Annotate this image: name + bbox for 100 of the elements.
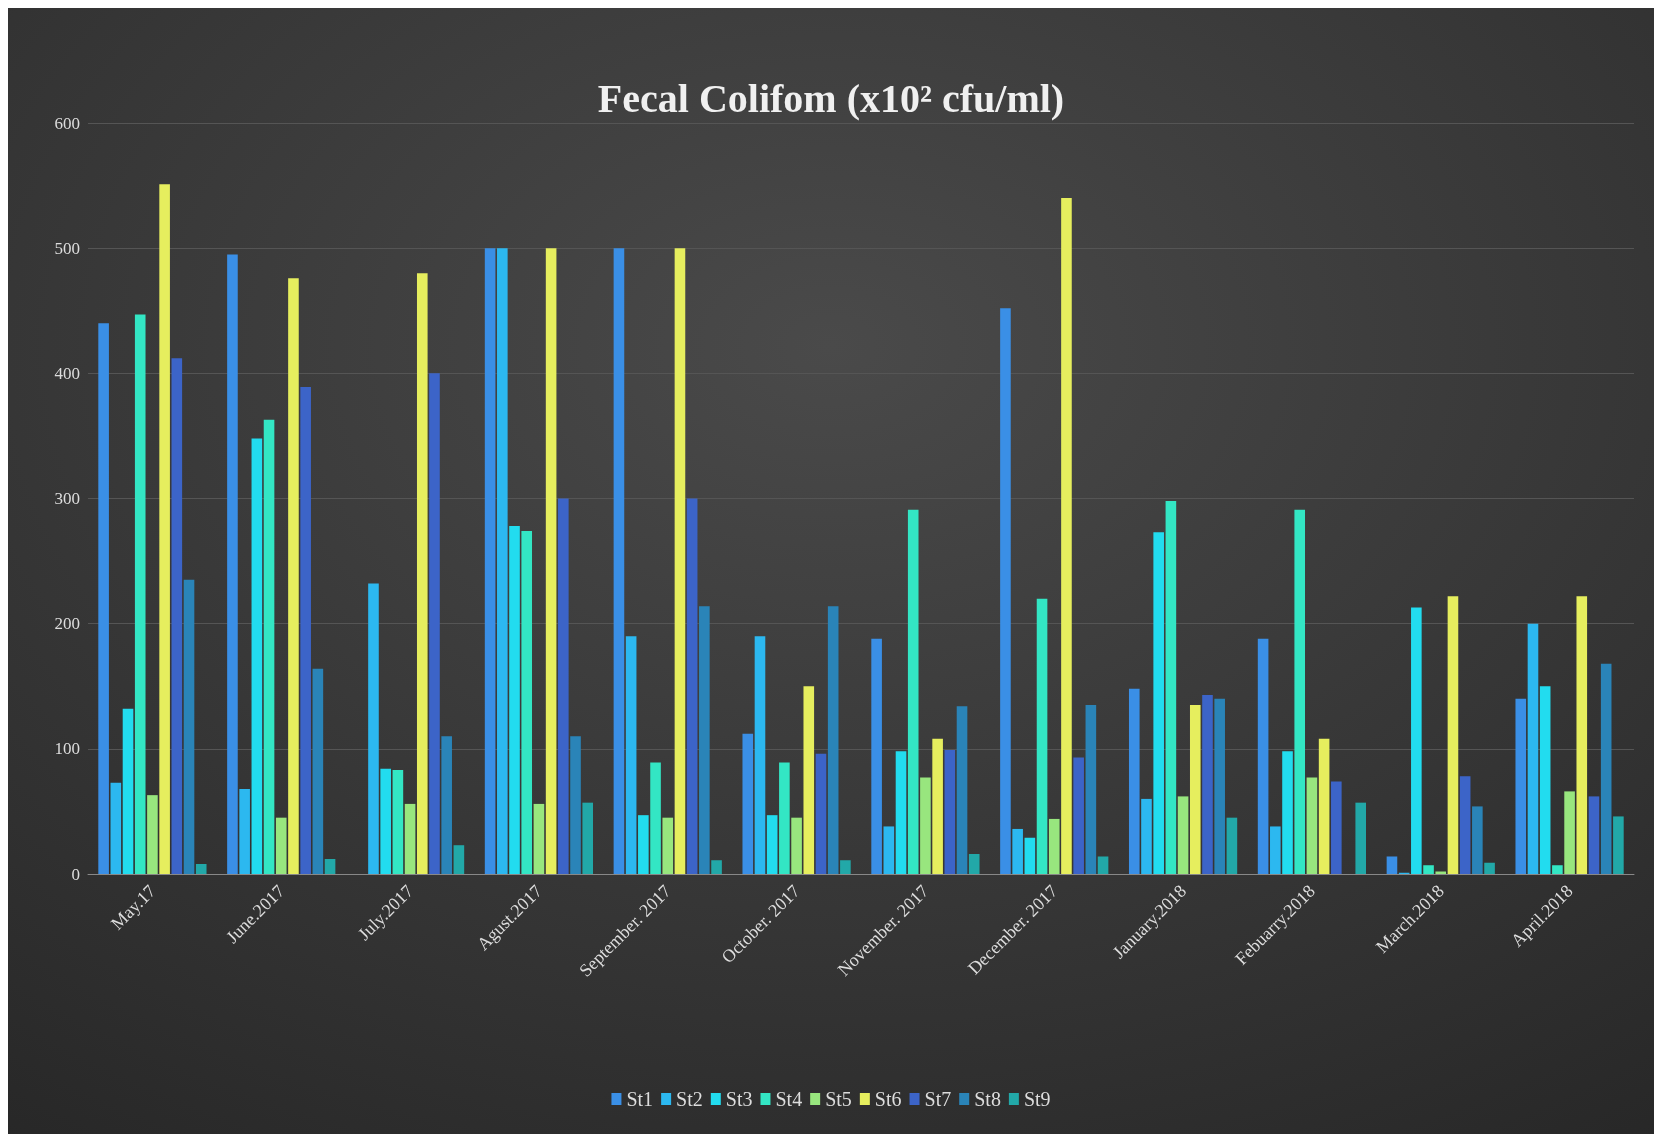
bar [944, 750, 956, 874]
bar [1435, 871, 1447, 874]
y-tick-label: 100 [54, 739, 80, 759]
bar [159, 184, 170, 874]
bar [907, 509, 919, 874]
bar [1141, 798, 1152, 874]
bar [1257, 638, 1269, 874]
bar [1036, 598, 1048, 874]
bar [1048, 818, 1060, 874]
bar [312, 668, 324, 874]
y-tick-label: 200 [54, 614, 80, 634]
bar [497, 248, 508, 874]
bar [1189, 705, 1201, 874]
bar [288, 278, 299, 874]
bar [1386, 856, 1398, 874]
bar [1294, 509, 1306, 874]
bar [324, 858, 336, 874]
legend-label: St7 [924, 1088, 952, 1110]
bar [251, 438, 263, 874]
bar [484, 248, 496, 874]
bar [392, 770, 404, 874]
bar [815, 753, 827, 874]
legend-label: St8 [974, 1088, 1001, 1110]
bar [625, 636, 637, 874]
bar [1073, 757, 1084, 874]
bar [195, 863, 207, 874]
bar [1613, 816, 1624, 874]
bar [803, 686, 815, 874]
bar [699, 606, 710, 874]
bar [110, 782, 122, 874]
bar [895, 751, 907, 874]
bar [416, 273, 428, 874]
bar [134, 314, 146, 874]
bar [779, 762, 790, 874]
bar [968, 853, 980, 874]
bar [1515, 698, 1527, 874]
bar [1588, 796, 1600, 874]
bar [1085, 705, 1097, 874]
bar [1177, 796, 1189, 874]
bar [840, 860, 851, 874]
bar [883, 826, 895, 874]
y-tick-label: 600 [54, 113, 80, 133]
bar [1226, 817, 1238, 874]
bar [122, 708, 134, 874]
bar [263, 419, 275, 874]
bar [1564, 791, 1575, 874]
bar [742, 733, 754, 874]
bar [1000, 308, 1011, 874]
bar [1472, 806, 1483, 874]
bar [1270, 826, 1281, 874]
bar [920, 777, 931, 874]
bar [871, 638, 882, 874]
bar [1097, 856, 1109, 874]
bar [766, 815, 778, 874]
bar [545, 248, 557, 874]
bar [1282, 751, 1293, 874]
bar [662, 817, 674, 874]
legend-label: St9 [1023, 1088, 1051, 1110]
bar [429, 373, 440, 874]
bar [711, 860, 722, 874]
bar [1447, 596, 1459, 874]
bar [582, 802, 594, 874]
bar [147, 795, 158, 874]
bar [275, 817, 287, 874]
chart-title: Fecal Colifom (x10² cfu/ml) [597, 75, 1065, 121]
legend-label: St1 [626, 1088, 654, 1110]
bar [1153, 532, 1164, 874]
bar [1423, 865, 1434, 874]
bar [1202, 695, 1213, 874]
bar [1318, 738, 1330, 874]
bar [1576, 596, 1588, 874]
bar [613, 248, 625, 874]
bar [1527, 623, 1539, 874]
bar [686, 498, 698, 874]
bar [98, 323, 109, 874]
bar [380, 768, 391, 874]
legend-label: St6 [874, 1088, 902, 1110]
bar [239, 788, 250, 874]
bar [521, 531, 533, 874]
bar [404, 803, 416, 874]
bar [1411, 607, 1422, 874]
bar [827, 606, 839, 874]
bar [956, 706, 968, 874]
y-tick-label: 300 [54, 489, 80, 508]
bar [368, 583, 379, 874]
bar [558, 498, 569, 874]
bar [650, 762, 661, 874]
bar [227, 254, 238, 874]
bar [533, 803, 545, 874]
bar [791, 817, 802, 874]
bar [171, 358, 183, 874]
bar [1552, 865, 1563, 874]
bar [183, 579, 195, 874]
bar [1061, 198, 1072, 874]
bar [1165, 501, 1177, 874]
bar [509, 526, 520, 874]
bar [570, 736, 581, 874]
bar [1024, 837, 1036, 874]
bar [1214, 698, 1225, 874]
bar [1331, 781, 1342, 874]
